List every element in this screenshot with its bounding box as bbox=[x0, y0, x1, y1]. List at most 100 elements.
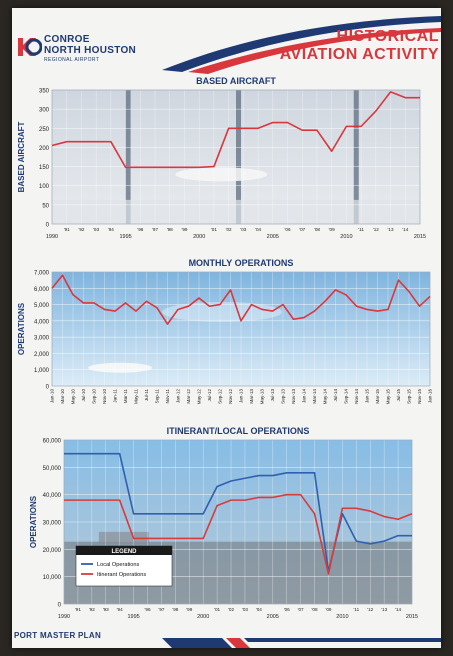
cloud-shape bbox=[162, 301, 283, 322]
x-tick-label: Jul-13 bbox=[270, 389, 275, 402]
x-tick-label: Mar-15 bbox=[375, 389, 380, 404]
x-minor-tick-label: '07 bbox=[299, 227, 305, 232]
y-tick-label: 40,000 bbox=[43, 493, 62, 499]
x-minor-tick-label: '09 bbox=[325, 607, 331, 612]
x-tick-label: Jul-11 bbox=[144, 389, 149, 402]
x-minor-tick-label: '93 bbox=[103, 607, 109, 612]
x-minor-tick-label: '03 bbox=[240, 227, 246, 232]
y-tick-label: 10,000 bbox=[43, 575, 62, 581]
y-tick-label: 150 bbox=[39, 165, 50, 171]
x-major-tick-label: 1995 bbox=[127, 614, 139, 620]
x-tick-label: May-14 bbox=[323, 389, 328, 405]
x-tick-label: Jul-14 bbox=[333, 389, 338, 402]
airport-logo-icon bbox=[18, 38, 42, 56]
x-minor-tick-label: '94 bbox=[117, 607, 123, 612]
x-minor-tick-label: '03 bbox=[242, 607, 248, 612]
x-minor-tick-label: '96 bbox=[145, 607, 151, 612]
x-tick-label: May-10 bbox=[71, 389, 76, 405]
x-tick-label: Jan-13 bbox=[239, 389, 244, 403]
y-tick-label: 50,000 bbox=[43, 466, 62, 472]
page-title-line-2: AVIATION ACTIVITY bbox=[279, 46, 439, 63]
logo-line-3: REGIONAL AIRPORT bbox=[44, 57, 100, 63]
chart-title: BASED AIRCRAFT bbox=[196, 76, 276, 86]
x-major-tick-label: 2005 bbox=[267, 234, 279, 240]
aircraft-photo-shape bbox=[175, 167, 268, 182]
x-tick-label: Nov-10 bbox=[102, 389, 107, 404]
x-minor-tick-label: '06 bbox=[285, 227, 291, 232]
header-swoosh bbox=[162, 16, 441, 74]
x-minor-tick-label: '01 bbox=[214, 607, 220, 612]
x-minor-tick-label: '91 bbox=[64, 227, 70, 232]
x-minor-tick-label: '07 bbox=[298, 607, 304, 612]
x-tick-label: Nov-11 bbox=[165, 389, 170, 404]
x-tick-label: Nov-15 bbox=[417, 389, 422, 404]
hangar-column bbox=[236, 90, 241, 224]
y-tick-label: 2,000 bbox=[34, 352, 50, 358]
footer-stripes bbox=[162, 638, 441, 648]
x-tick-label: Mar-13 bbox=[249, 389, 254, 404]
poster: CONROE NORTH HOUSTON REGIONAL AIRPORT HI… bbox=[12, 8, 441, 648]
x-tick-label: Jan-14 bbox=[302, 389, 307, 403]
x-minor-tick-label: '12 bbox=[367, 607, 373, 612]
y-tick-label: 5,000 bbox=[34, 303, 50, 309]
x-major-tick-label: 2010 bbox=[340, 234, 352, 240]
x-major-tick-label: 2000 bbox=[197, 614, 209, 620]
footer-text: PORT MASTER PLAN bbox=[14, 631, 102, 640]
x-tick-label: May-11 bbox=[134, 389, 139, 404]
y-tick-label: 250 bbox=[39, 127, 50, 133]
logo-line-1: CONROE bbox=[44, 34, 90, 45]
x-minor-tick-label: '08 bbox=[312, 607, 318, 612]
x-major-tick-label: 2015 bbox=[406, 614, 418, 620]
plot-frame bbox=[51, 271, 431, 387]
page-title-line-1: HISTORICAL bbox=[336, 28, 439, 45]
x-minor-tick-label: '94 bbox=[108, 227, 114, 232]
x-minor-tick-label: '02 bbox=[228, 607, 234, 612]
x-minor-tick-label: '98 bbox=[172, 607, 178, 612]
x-tick-label: May-13 bbox=[260, 389, 265, 405]
x-tick-label: May-12 bbox=[197, 389, 202, 405]
x-major-tick-label: 2005 bbox=[267, 614, 279, 620]
itinerant-local-operations-chart: ITINERANT/LOCAL OPERATIONS 0 10,000 20,000 3… bbox=[29, 426, 418, 620]
x-tick-label: Mar-11 bbox=[123, 389, 128, 404]
y-tick-label: 6,000 bbox=[34, 287, 50, 293]
x-major-tick-label: 2000 bbox=[193, 234, 205, 240]
y-axis-label: OPERATIONS bbox=[29, 495, 38, 548]
x-minor-tick-label: '91 bbox=[75, 607, 81, 612]
y-tick-label: 0 bbox=[58, 603, 62, 609]
x-minor-tick-label: '04 bbox=[255, 227, 261, 232]
plot-frame bbox=[51, 89, 421, 225]
series-line-2 bbox=[64, 493, 413, 575]
y-axis-label: BASED AIRCRAFT bbox=[17, 121, 26, 192]
x-tick-label: Mar-12 bbox=[186, 389, 191, 404]
x-tick-label: Sep-10 bbox=[92, 389, 97, 404]
x-minor-tick-label: '97 bbox=[152, 227, 158, 232]
x-major-tick-label: 1995 bbox=[119, 234, 131, 240]
x-tick-label: Sep-12 bbox=[218, 389, 223, 404]
x-tick-label: Mar-14 bbox=[312, 389, 317, 404]
y-tick-label: 60,000 bbox=[43, 439, 62, 445]
x-tick-label: Jul-10 bbox=[81, 389, 86, 402]
x-minor-tick-label: '99 bbox=[181, 227, 187, 232]
y-tick-label: 30,000 bbox=[43, 521, 62, 527]
x-tick-label: Jan-12 bbox=[176, 389, 181, 403]
x-tick-label: Sep-14 bbox=[344, 389, 349, 404]
x-tick-label: May-15 bbox=[386, 389, 391, 405]
y-tick-label: 3,000 bbox=[34, 336, 50, 342]
x-minor-tick-label: '93 bbox=[93, 227, 99, 232]
x-minor-tick-label: '13 bbox=[388, 227, 394, 232]
y-tick-label: 0 bbox=[46, 385, 50, 391]
y-tick-label: 7,000 bbox=[34, 271, 50, 277]
x-minor-tick-label: '92 bbox=[89, 607, 95, 612]
x-minor-tick-label: '92 bbox=[78, 227, 84, 232]
y-tick-label: 100 bbox=[39, 184, 50, 190]
series-line-1 bbox=[51, 91, 420, 169]
x-tick-label: Nov-14 bbox=[354, 389, 359, 404]
x-minor-tick-label: '96 bbox=[137, 227, 143, 232]
series-line-1 bbox=[51, 274, 431, 325]
x-minor-tick-label: '13 bbox=[381, 607, 387, 612]
jet-photo-shape bbox=[88, 362, 153, 373]
chart-title: MONTHLY OPERATIONS bbox=[189, 258, 294, 268]
x-minor-tick-label: '14 bbox=[395, 607, 401, 612]
y-axis-label: OPERATIONS bbox=[17, 302, 26, 355]
plot-frame bbox=[63, 439, 413, 605]
